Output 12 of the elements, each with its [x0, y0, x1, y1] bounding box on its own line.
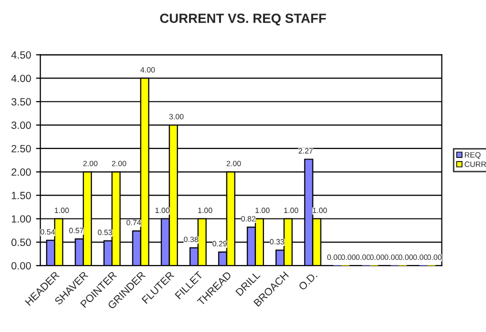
x-tick-label: O.D. — [298, 271, 318, 291]
y-tick-label: 3.00 — [11, 122, 31, 129]
y-tick-label: 2.50 — [12, 144, 31, 152]
y-tick-label: 1.50 — [12, 192, 31, 200]
y-tick-label: 0.00 — [11, 262, 31, 270]
chart-title: CURRENT VS. REQ STAFF — [160, 14, 326, 26]
y-tick-label: 4.50 — [11, 51, 31, 59]
y-tick-label: 4.00 — [11, 74, 31, 82]
y-tick-label: 3.50 — [11, 98, 31, 106]
y-tick-label: 1.00 — [12, 215, 31, 223]
y-tick-label: 2.00 — [12, 168, 31, 176]
y-tick-label: 0.50 — [11, 238, 31, 246]
